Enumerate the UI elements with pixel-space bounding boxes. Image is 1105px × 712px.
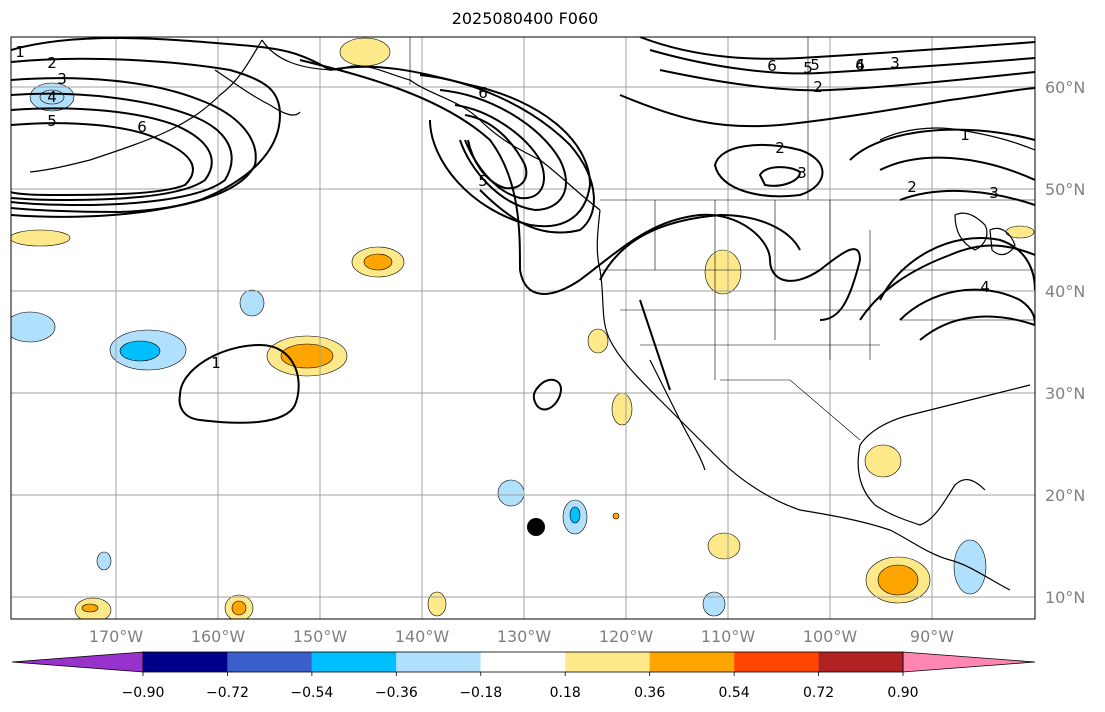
- anomaly-patch: [497, 479, 525, 507]
- contour-label: 3: [989, 184, 999, 202]
- longitude-label: 160°W: [191, 627, 246, 646]
- latitude-label: 30°N: [1045, 384, 1085, 403]
- contour-label: 3: [57, 70, 67, 88]
- contour-label: 5: [47, 112, 57, 130]
- contour-label: 4: [980, 278, 990, 296]
- contour-lines: [11, 37, 1035, 424]
- colorbar-tick-label: 0.18: [550, 685, 581, 701]
- anomaly-patch: [11, 229, 71, 247]
- contour-label: 5: [478, 172, 488, 190]
- graticule: [11, 37, 1035, 619]
- longitude-label: 170°W: [89, 627, 144, 646]
- colorbar-extend-low: [11, 651, 144, 673]
- contour-label: 6: [137, 118, 147, 136]
- anomaly-patch: [953, 539, 987, 595]
- latitude-label: 10°N: [1045, 588, 1085, 607]
- map-frame: [10, 36, 1036, 620]
- anomaly-patch: [704, 249, 742, 295]
- colorbar-tick-label: 0.36: [634, 685, 665, 701]
- map-background: [11, 37, 1035, 619]
- colorbar-tick-label: −0.90: [122, 685, 165, 701]
- contour-label: 6: [767, 57, 777, 75]
- longitude-label: 150°W: [293, 627, 348, 646]
- anomaly-patch: [707, 532, 741, 560]
- anomaly-patch: [864, 444, 902, 478]
- colorbar-frame: [142, 651, 904, 673]
- contour-label: 4: [47, 88, 57, 106]
- contour-label: 2: [47, 54, 57, 72]
- colorbar-tick-label: −0.72: [206, 685, 249, 701]
- marker-dot: [527, 518, 545, 536]
- anomaly-patch: [11, 311, 56, 343]
- colorbar-tick-label: 0.90: [887, 685, 918, 701]
- anomaly-patch: [96, 551, 112, 571]
- colorbar-bin: [818, 652, 903, 672]
- contour-label: 4: [855, 56, 865, 74]
- latitude-label: 20°N: [1045, 486, 1085, 505]
- contour-label: 2: [775, 139, 785, 157]
- anomaly-patch: [702, 591, 726, 617]
- colorbar-tick-label: −0.18: [459, 685, 502, 701]
- coastlines: [29, 39, 1035, 591]
- anomaly-patch: [611, 392, 633, 426]
- contour-label: 5: [810, 56, 820, 74]
- longitude-labels: 170°W 160°W 150°W 140°W 130°W 120°W 110°W 100°W…: [89, 627, 954, 646]
- anomaly-patch: [877, 564, 919, 596]
- anomaly-patch: [569, 506, 581, 524]
- colorbar-tick-label: 0.72: [803, 685, 834, 701]
- contour-label: 6: [855, 56, 865, 74]
- anomaly-patch: [427, 591, 447, 617]
- anomaly-patch: [363, 253, 393, 271]
- colorbar-extend-high: [902, 651, 1036, 673]
- anomaly-patch: [231, 600, 247, 616]
- latitude-label: 40°N: [1045, 282, 1085, 301]
- contour-label: 5: [803, 59, 813, 77]
- contour-label: 3: [890, 54, 900, 72]
- colorbar-tick-label: 0.54: [719, 685, 750, 701]
- map-title: 2025080400 F060: [451, 9, 599, 28]
- colorbar-bin: [734, 652, 819, 672]
- longitude-label: 100°W: [803, 627, 858, 646]
- colorbar-tick-label: −0.54: [290, 685, 333, 701]
- anomaly-patch: [119, 340, 161, 362]
- colorbar-bin: [565, 652, 650, 672]
- anomaly-patch: [612, 512, 620, 520]
- longitude-label: 130°W: [497, 627, 552, 646]
- latitude-labels: 60°N 50°N 40°N 30°N 20°N 10°N: [1045, 78, 1085, 607]
- colorbar-bin: [143, 652, 228, 672]
- latitude-label: 50°N: [1045, 180, 1085, 199]
- contour-label: 6: [478, 84, 488, 102]
- shaded-anomaly-layer: [11, 37, 1035, 619]
- colorbar-bin: [311, 652, 397, 672]
- contour-label: 1: [960, 126, 970, 144]
- latitude-label: 60°N: [1045, 78, 1085, 97]
- anomaly-patch: [339, 37, 391, 67]
- longitude-label: 90°W: [910, 627, 954, 646]
- contour-label: 1: [15, 43, 25, 61]
- contour-label: 1: [211, 354, 221, 372]
- colorbar-bin: [649, 652, 735, 672]
- longitude-label: 120°W: [599, 627, 654, 646]
- contour-label: 2: [813, 78, 823, 96]
- anomaly-patch: [81, 603, 99, 613]
- longitude-label: 140°W: [395, 627, 450, 646]
- colorbar: −0.90 −0.72 −0.54 −0.36 −0.18 0.18 0.36 0.54 0.7…: [11, 651, 1036, 701]
- anomaly-patch: [587, 328, 609, 354]
- contour-label: 3: [797, 164, 807, 182]
- longitude-label: 110°W: [701, 627, 756, 646]
- colorbar-tick-label: −0.36: [375, 685, 418, 701]
- contour-label: 2: [907, 178, 917, 196]
- colorbar-bin: [227, 652, 312, 672]
- anomaly-patch: [239, 289, 265, 317]
- colorbar-bin: [480, 652, 566, 672]
- colorbar-bin: [396, 652, 481, 672]
- country-state-borders: [409, 37, 1035, 441]
